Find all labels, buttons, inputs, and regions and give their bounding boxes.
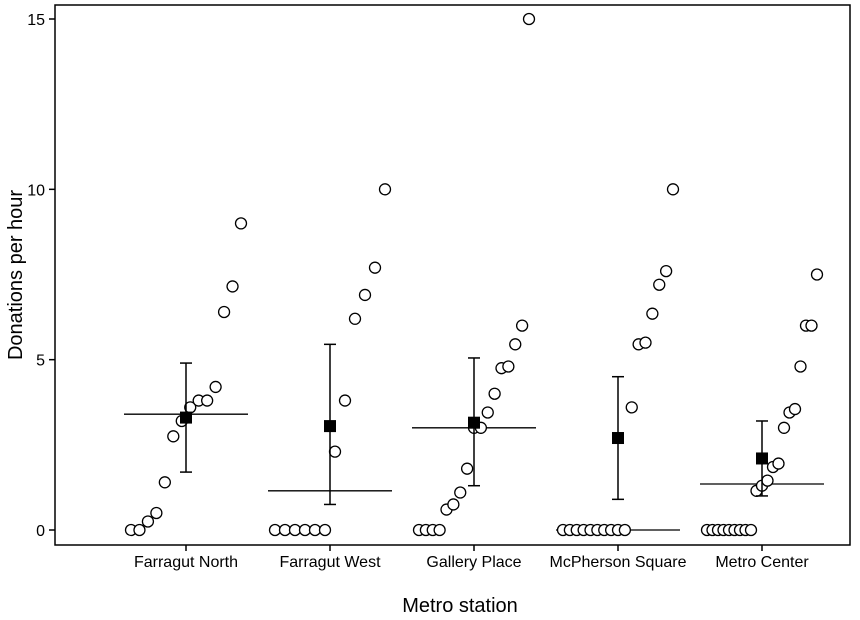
data-point: [522, 12, 536, 26]
data-point: [454, 486, 467, 499]
data-point: [810, 268, 824, 281]
mean-marker: [180, 411, 192, 424]
data-point: [167, 430, 180, 443]
y-axis: 0 5 10 15: [27, 12, 55, 540]
y-tick-label: 0: [36, 523, 45, 540]
x-axis-title: Metro station: [402, 595, 518, 617]
station-group: [268, 183, 392, 537]
data-point: [618, 523, 632, 537]
mean-marker: [324, 420, 336, 433]
data-point: [217, 305, 231, 319]
mean-marker: [756, 452, 768, 465]
mean-marker: [612, 432, 624, 445]
data-point: [646, 307, 659, 320]
x-tick-label: Metro Center: [715, 554, 809, 571]
x-tick-label: Gallery Place: [426, 554, 521, 571]
mean-marker: [468, 416, 480, 429]
data-point: [515, 319, 529, 332]
data-point: [625, 401, 638, 414]
data-point: [433, 523, 446, 537]
y-axis-title: Donations per hour: [5, 190, 27, 360]
data-point: [666, 183, 680, 196]
data-point: [744, 523, 758, 537]
data-point: [488, 387, 501, 400]
data-point: [133, 523, 146, 537]
data-point: [368, 261, 382, 274]
data-point: [777, 421, 791, 434]
data-point: [338, 394, 352, 407]
x-axis: Farragut North Farragut West Gallery Place…: [134, 545, 809, 571]
data-marks: [124, 12, 824, 537]
data-point: [234, 217, 248, 230]
x-tick-label: Farragut West: [279, 554, 381, 571]
data-point: [378, 183, 392, 196]
data-point: [226, 280, 239, 293]
data-point: [201, 394, 214, 407]
data-point: [659, 264, 673, 278]
y-tick-label: 15: [27, 12, 45, 29]
station-group: [412, 12, 536, 537]
data-point: [653, 278, 666, 291]
data-point: [209, 380, 222, 394]
x-tick-label: McPherson Square: [550, 554, 687, 571]
station-group: [124, 217, 248, 537]
y-tick-label: 5: [36, 353, 45, 370]
data-point: [761, 474, 774, 487]
data-point: [509, 338, 522, 351]
data-point: [158, 476, 171, 489]
data-point: [639, 336, 652, 349]
data-point: [318, 523, 332, 537]
data-point: [788, 402, 802, 416]
data-point: [481, 406, 494, 419]
data-point: [460, 462, 474, 475]
station-group: [556, 183, 680, 537]
y-tick-label: 10: [27, 182, 45, 199]
data-point: [328, 445, 342, 458]
data-point: [502, 360, 515, 373]
data-point: [447, 498, 460, 511]
data-point: [348, 312, 362, 325]
data-point: [358, 288, 372, 302]
plot-frame: [54, 4, 851, 546]
data-point: [805, 319, 818, 332]
station-group: [700, 268, 824, 537]
data-point: [141, 515, 155, 528]
data-point: [794, 360, 807, 373]
data-point: [772, 457, 785, 470]
data-point: [150, 506, 163, 520]
x-tick-label: Farragut North: [134, 554, 238, 571]
